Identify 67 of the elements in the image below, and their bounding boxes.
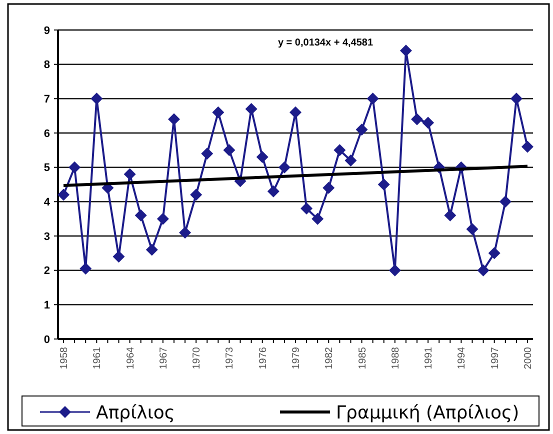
point — [444, 209, 456, 222]
x-tick-label: 1961 — [92, 346, 104, 370]
point — [510, 92, 522, 105]
x-tick-label: 1994 — [456, 346, 468, 370]
legend-label: Απρίλιος — [96, 402, 175, 424]
point — [422, 116, 434, 129]
x-tick-label: 1970 — [192, 346, 203, 370]
point — [388, 264, 401, 276]
y-tick-label: 3 — [44, 230, 50, 243]
point — [190, 188, 202, 201]
point — [300, 202, 313, 215]
y-tick-label: 6 — [44, 128, 50, 140]
x-tick-label: 1958 — [59, 346, 70, 370]
point — [90, 92, 103, 105]
point — [411, 113, 424, 126]
x-tick-label: 1973 — [224, 346, 236, 370]
point — [499, 196, 512, 208]
point — [344, 154, 357, 166]
legend-label: Γραμμική (Απρίλιος) — [336, 402, 520, 424]
point — [58, 188, 70, 201]
y-tick-label: 0 — [44, 334, 50, 346]
point — [146, 244, 158, 256]
point — [68, 161, 81, 174]
point — [334, 144, 346, 156]
point — [179, 226, 192, 239]
y-tick-label: 1 — [44, 300, 50, 312]
point — [378, 178, 390, 190]
x-tick-label: 1976 — [258, 346, 269, 370]
x-tick-label: 1988 — [390, 346, 402, 370]
point — [466, 223, 478, 236]
x-tick-label: 1985 — [357, 346, 368, 370]
x-tick-label: 1997 — [490, 346, 501, 370]
point — [521, 140, 534, 153]
point — [212, 106, 224, 118]
y-tick-label: 7 — [44, 94, 50, 106]
point — [80, 262, 92, 275]
point — [267, 185, 280, 198]
y-tick-label: 8 — [44, 59, 50, 72]
point — [278, 161, 290, 174]
point — [488, 247, 500, 260]
point — [312, 212, 324, 225]
point — [201, 148, 214, 160]
x-tick-label: 2000 — [522, 346, 534, 370]
point — [223, 144, 236, 156]
point — [112, 250, 125, 263]
y-tick-label: 2 — [44, 265, 50, 278]
point — [366, 92, 379, 105]
point — [400, 44, 412, 57]
point — [290, 106, 302, 118]
y-tick-label: 9 — [44, 24, 50, 37]
x-tick-label: 1979 — [291, 346, 302, 370]
point — [168, 113, 180, 126]
point — [156, 212, 169, 225]
point — [477, 264, 490, 276]
x-tick-label: 1967 — [158, 346, 170, 370]
point — [356, 124, 368, 136]
point — [134, 209, 147, 222]
point — [245, 102, 258, 115]
x-tick-label: 1982 — [324, 346, 336, 370]
x-tick-label: 1991 — [424, 346, 435, 370]
y-tick-label: 4 — [44, 196, 51, 209]
x-tick-label: 1964 — [125, 346, 136, 370]
y-tick-label: 5 — [44, 162, 50, 174]
annotation: y = 0,0134x + 4,4581 — [278, 38, 374, 48]
point — [322, 182, 335, 194]
point — [256, 151, 268, 164]
point — [124, 168, 136, 180]
